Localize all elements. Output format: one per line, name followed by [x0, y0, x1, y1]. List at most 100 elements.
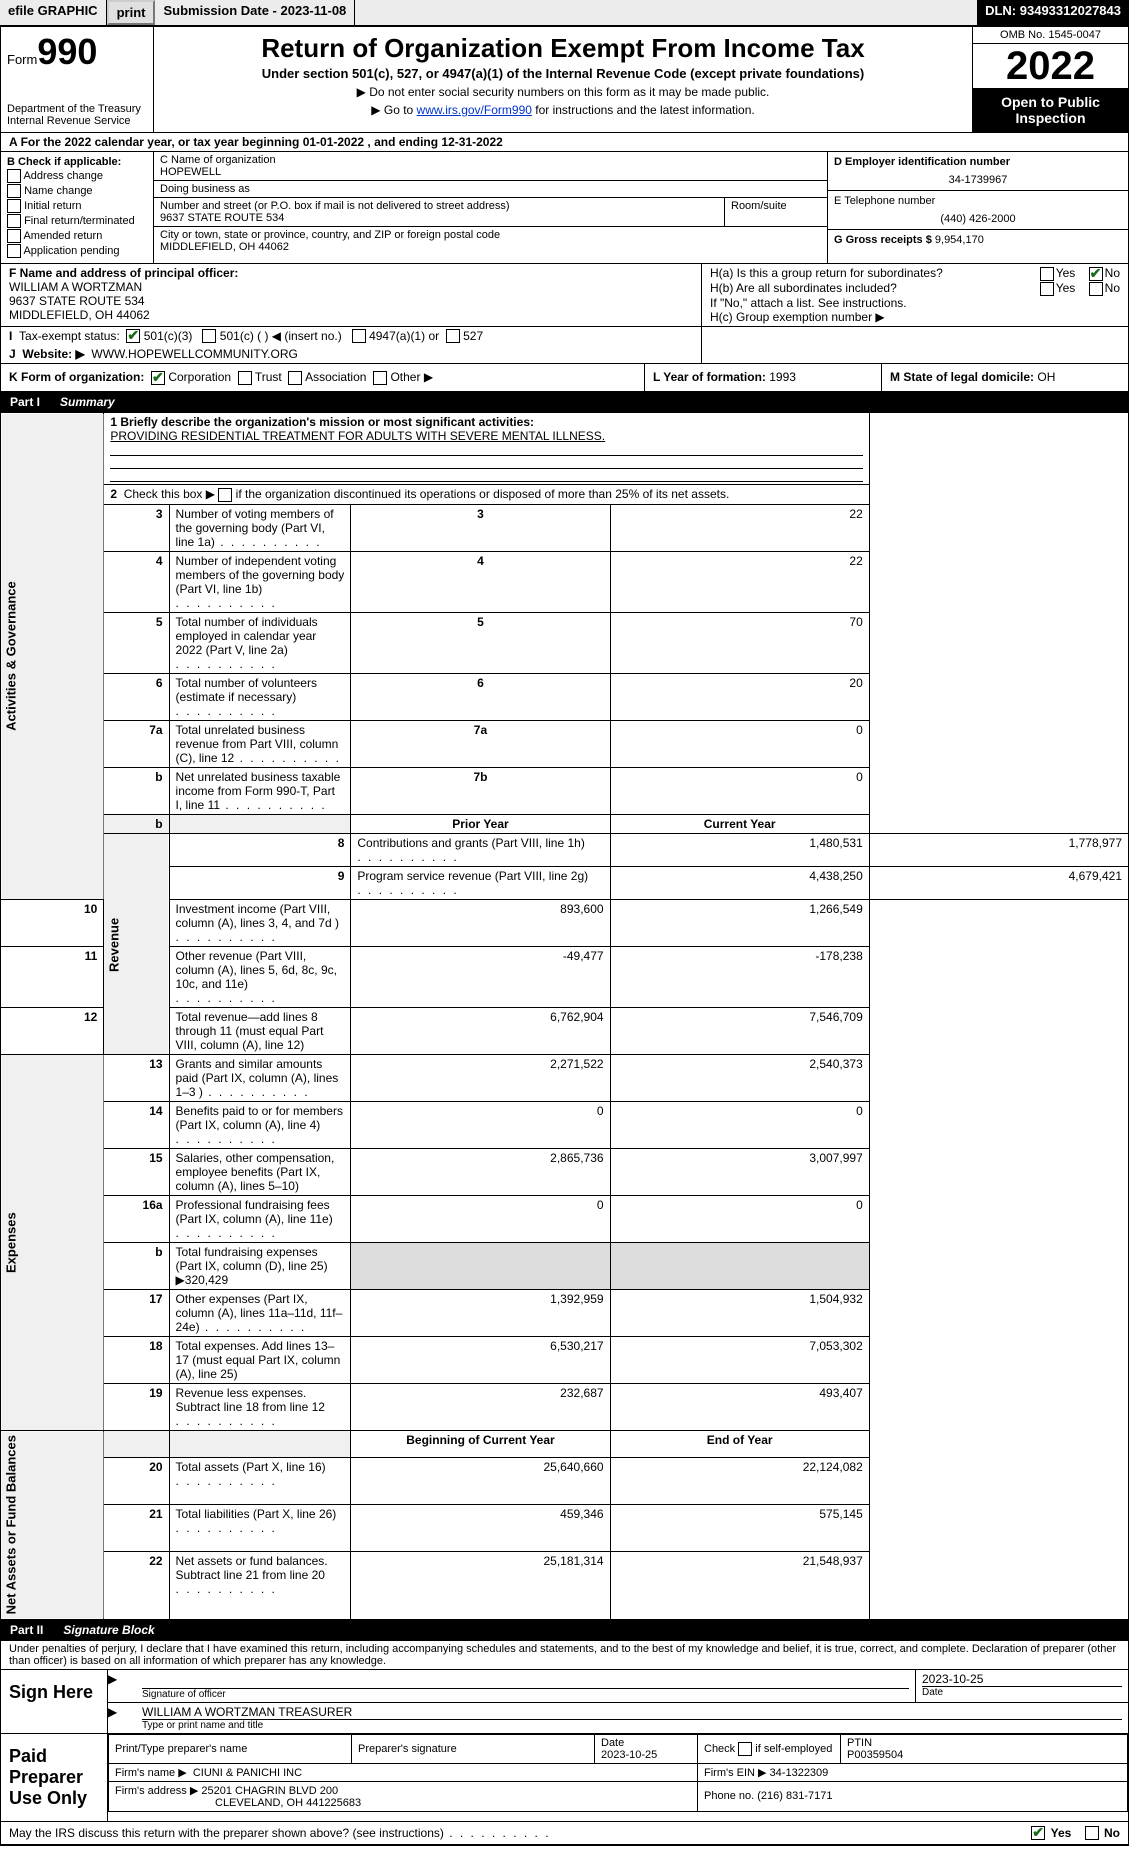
chk-application-pending[interactable]: Application pending [7, 244, 147, 258]
line-k-label: K Form of organization: [9, 370, 144, 384]
form-subtitle: Under section 501(c), 527, or 4947(a)(1)… [160, 66, 966, 81]
ptin-value: P00359504 [847, 1749, 1121, 1761]
dept-treasury: Department of the Treasury [7, 103, 147, 115]
current-year-header: Current Year [610, 815, 869, 834]
box-b: B Check if applicable: Address change Na… [1, 152, 154, 263]
dln-label: DLN: 93493312027843 [977, 0, 1129, 25]
part1-no: Part I [10, 395, 40, 409]
chk-address-change[interactable]: Address change [7, 169, 147, 183]
submission-date: Submission Date - 2023-11-08 [155, 0, 355, 25]
chk-initial-return[interactable]: Initial return [7, 199, 147, 213]
sig-date-label: Date [922, 1686, 1122, 1698]
chk-other[interactable] [373, 371, 387, 385]
part2-no: Part II [10, 1623, 43, 1637]
firm-name-label: Firm's name ▶ [115, 1767, 187, 1779]
line-m-label: M State of legal domicile: [890, 370, 1037, 384]
officer-addr2: MIDDLEFIELD, OH 44062 [9, 308, 693, 322]
penalties-text: Under penalties of perjury, I declare th… [0, 1640, 1129, 1669]
may-irs-yes[interactable] [1031, 1826, 1045, 1840]
box-f-label: F Name and address of principal officer: [9, 266, 693, 280]
chk-discontinued[interactable] [218, 488, 232, 502]
q1-label: 1 Briefly describe the organization's mi… [110, 415, 862, 429]
ein-value: 34-1739967 [834, 168, 1122, 186]
begin-year-header: Beginning of Current Year [351, 1431, 610, 1458]
may-irs-row: May the IRS discuss this return with the… [0, 1822, 1129, 1846]
firm-ein-label: Firm's EIN ▶ [704, 1767, 767, 1779]
firm-addr2: CLEVELAND, OH 441225683 [215, 1797, 361, 1809]
may-irs-text: May the IRS discuss this return with the… [9, 1826, 444, 1840]
org-name: HOPEWELL [160, 166, 821, 178]
chk-501c3[interactable] [126, 329, 140, 343]
firm-phone-label: Phone no. [704, 1790, 757, 1802]
q1-text: PROVIDING RESIDENTIAL TREATMENT FOR ADUL… [110, 429, 862, 443]
website-value: WWW.HOPEWELLCOMMUNITY.ORG [91, 347, 297, 361]
footer-mid: Cat. No. 11282Y [668, 1848, 756, 1850]
line-l-label: L Year of formation: [653, 370, 769, 384]
line-a-tax-year: A For the 2022 calendar year, or tax yea… [0, 133, 1129, 152]
header-fields-block: B Check if applicable: Address change Na… [0, 152, 1129, 264]
chk-assoc[interactable] [288, 371, 302, 385]
phone-value: (440) 426-2000 [834, 207, 1122, 225]
sig-officer-label: Signature of officer [142, 1688, 909, 1700]
chk-name-change[interactable]: Name change [7, 184, 147, 198]
chk-trust[interactable] [238, 371, 252, 385]
row-5: 5 Total number of individuals employed i… [1, 613, 1129, 674]
city-label: City or town, state or province, country… [160, 229, 821, 241]
officer-addr1: 9637 STATE ROUTE 534 [9, 294, 693, 308]
chk-4947[interactable] [352, 329, 366, 343]
street-label: Number and street (or P.O. box if mail i… [160, 200, 718, 212]
chk-final-return[interactable]: Final return/terminated [7, 214, 147, 228]
line-i-label: Tax-exempt status: [19, 329, 120, 343]
h-b-no[interactable] [1089, 282, 1103, 296]
firm-name-value: CIUNI & PANICHI INC [193, 1767, 302, 1779]
h-a-yes[interactable] [1040, 267, 1054, 281]
h-a-no[interactable] [1089, 267, 1103, 281]
chk-corp[interactable] [151, 371, 165, 385]
prep-name-label: Print/Type preparer's name [109, 1734, 352, 1763]
ein-label: D Employer identification number [834, 156, 1122, 168]
firm-ein-value: 34-1322309 [770, 1767, 829, 1779]
officer-name: WILLIAM A WORTZMAN [9, 280, 693, 294]
box-b-heading: B Check if applicable: [7, 156, 147, 168]
row-3: 3 Number of voting members of the govern… [1, 505, 1129, 552]
top-bar: efile GRAPHIC print Submission Date - 20… [0, 0, 1129, 26]
sig-arrow-icon [108, 1670, 136, 1702]
city-value: MIDDLEFIELD, OH 44062 [160, 241, 821, 253]
room-suite-label: Room/suite [725, 198, 827, 226]
part1-header: Part I Summary [0, 392, 1129, 412]
row-7a: 7a Total unrelated business revenue from… [1, 721, 1129, 768]
open-public-badge: Open to Public Inspection [973, 88, 1128, 132]
h-a-label: H(a) Is this a group return for subordin… [710, 266, 943, 281]
type-name-label: Type or print name and title [142, 1719, 1122, 1731]
chk-501c[interactable] [202, 329, 216, 343]
efile-label: efile GRAPHIC [0, 0, 107, 25]
chk-amended-return[interactable]: Amended return [7, 229, 147, 243]
box-c: C Name of organization HOPEWELL Doing bu… [154, 152, 827, 263]
signature-block: Sign Here Signature of officer 2023-10-2… [0, 1669, 1129, 1734]
may-irs-no[interactable] [1085, 1826, 1099, 1840]
side-governance: Activities & Governance [1, 413, 104, 900]
gross-receipts-value: 9,954,170 [935, 234, 984, 246]
row-7b: b Net unrelated business taxable income … [1, 768, 1129, 815]
sign-here-label: Sign Here [1, 1670, 107, 1733]
side-revenue: Revenue [104, 834, 169, 1055]
part1-title: Summary [60, 395, 115, 409]
row-6: 6 Total number of volunteers (estimate i… [1, 674, 1129, 721]
check-self-employed: Check if self-employed [698, 1734, 841, 1763]
print-button[interactable]: print [107, 0, 156, 25]
row-4: 4 Number of independent voting members o… [1, 552, 1129, 613]
year-formation: 1993 [769, 370, 796, 384]
tax-year: 2022 [973, 44, 1128, 88]
gross-receipts-label: G Gross receipts $ [834, 234, 935, 246]
form-title: Return of Organization Exempt From Incom… [160, 33, 966, 64]
end-year-header: End of Year [610, 1431, 869, 1458]
side-net-assets: Net Assets or Fund Balances [1, 1431, 104, 1619]
form-header: Form990 Department of the Treasury Inter… [0, 26, 1129, 133]
chk-527[interactable] [446, 329, 460, 343]
footer-left: For Paperwork Reduction Act Notice, see … [8, 1848, 392, 1850]
paid-preparer-label: Paid Preparer Use Only [1, 1734, 107, 1821]
prep-date-label: Date [601, 1737, 691, 1749]
h-b-yes[interactable] [1040, 282, 1054, 296]
irs-form990-link[interactable]: www.irs.gov/Form990 [417, 103, 532, 117]
chk-self-employed[interactable] [738, 1742, 752, 1756]
